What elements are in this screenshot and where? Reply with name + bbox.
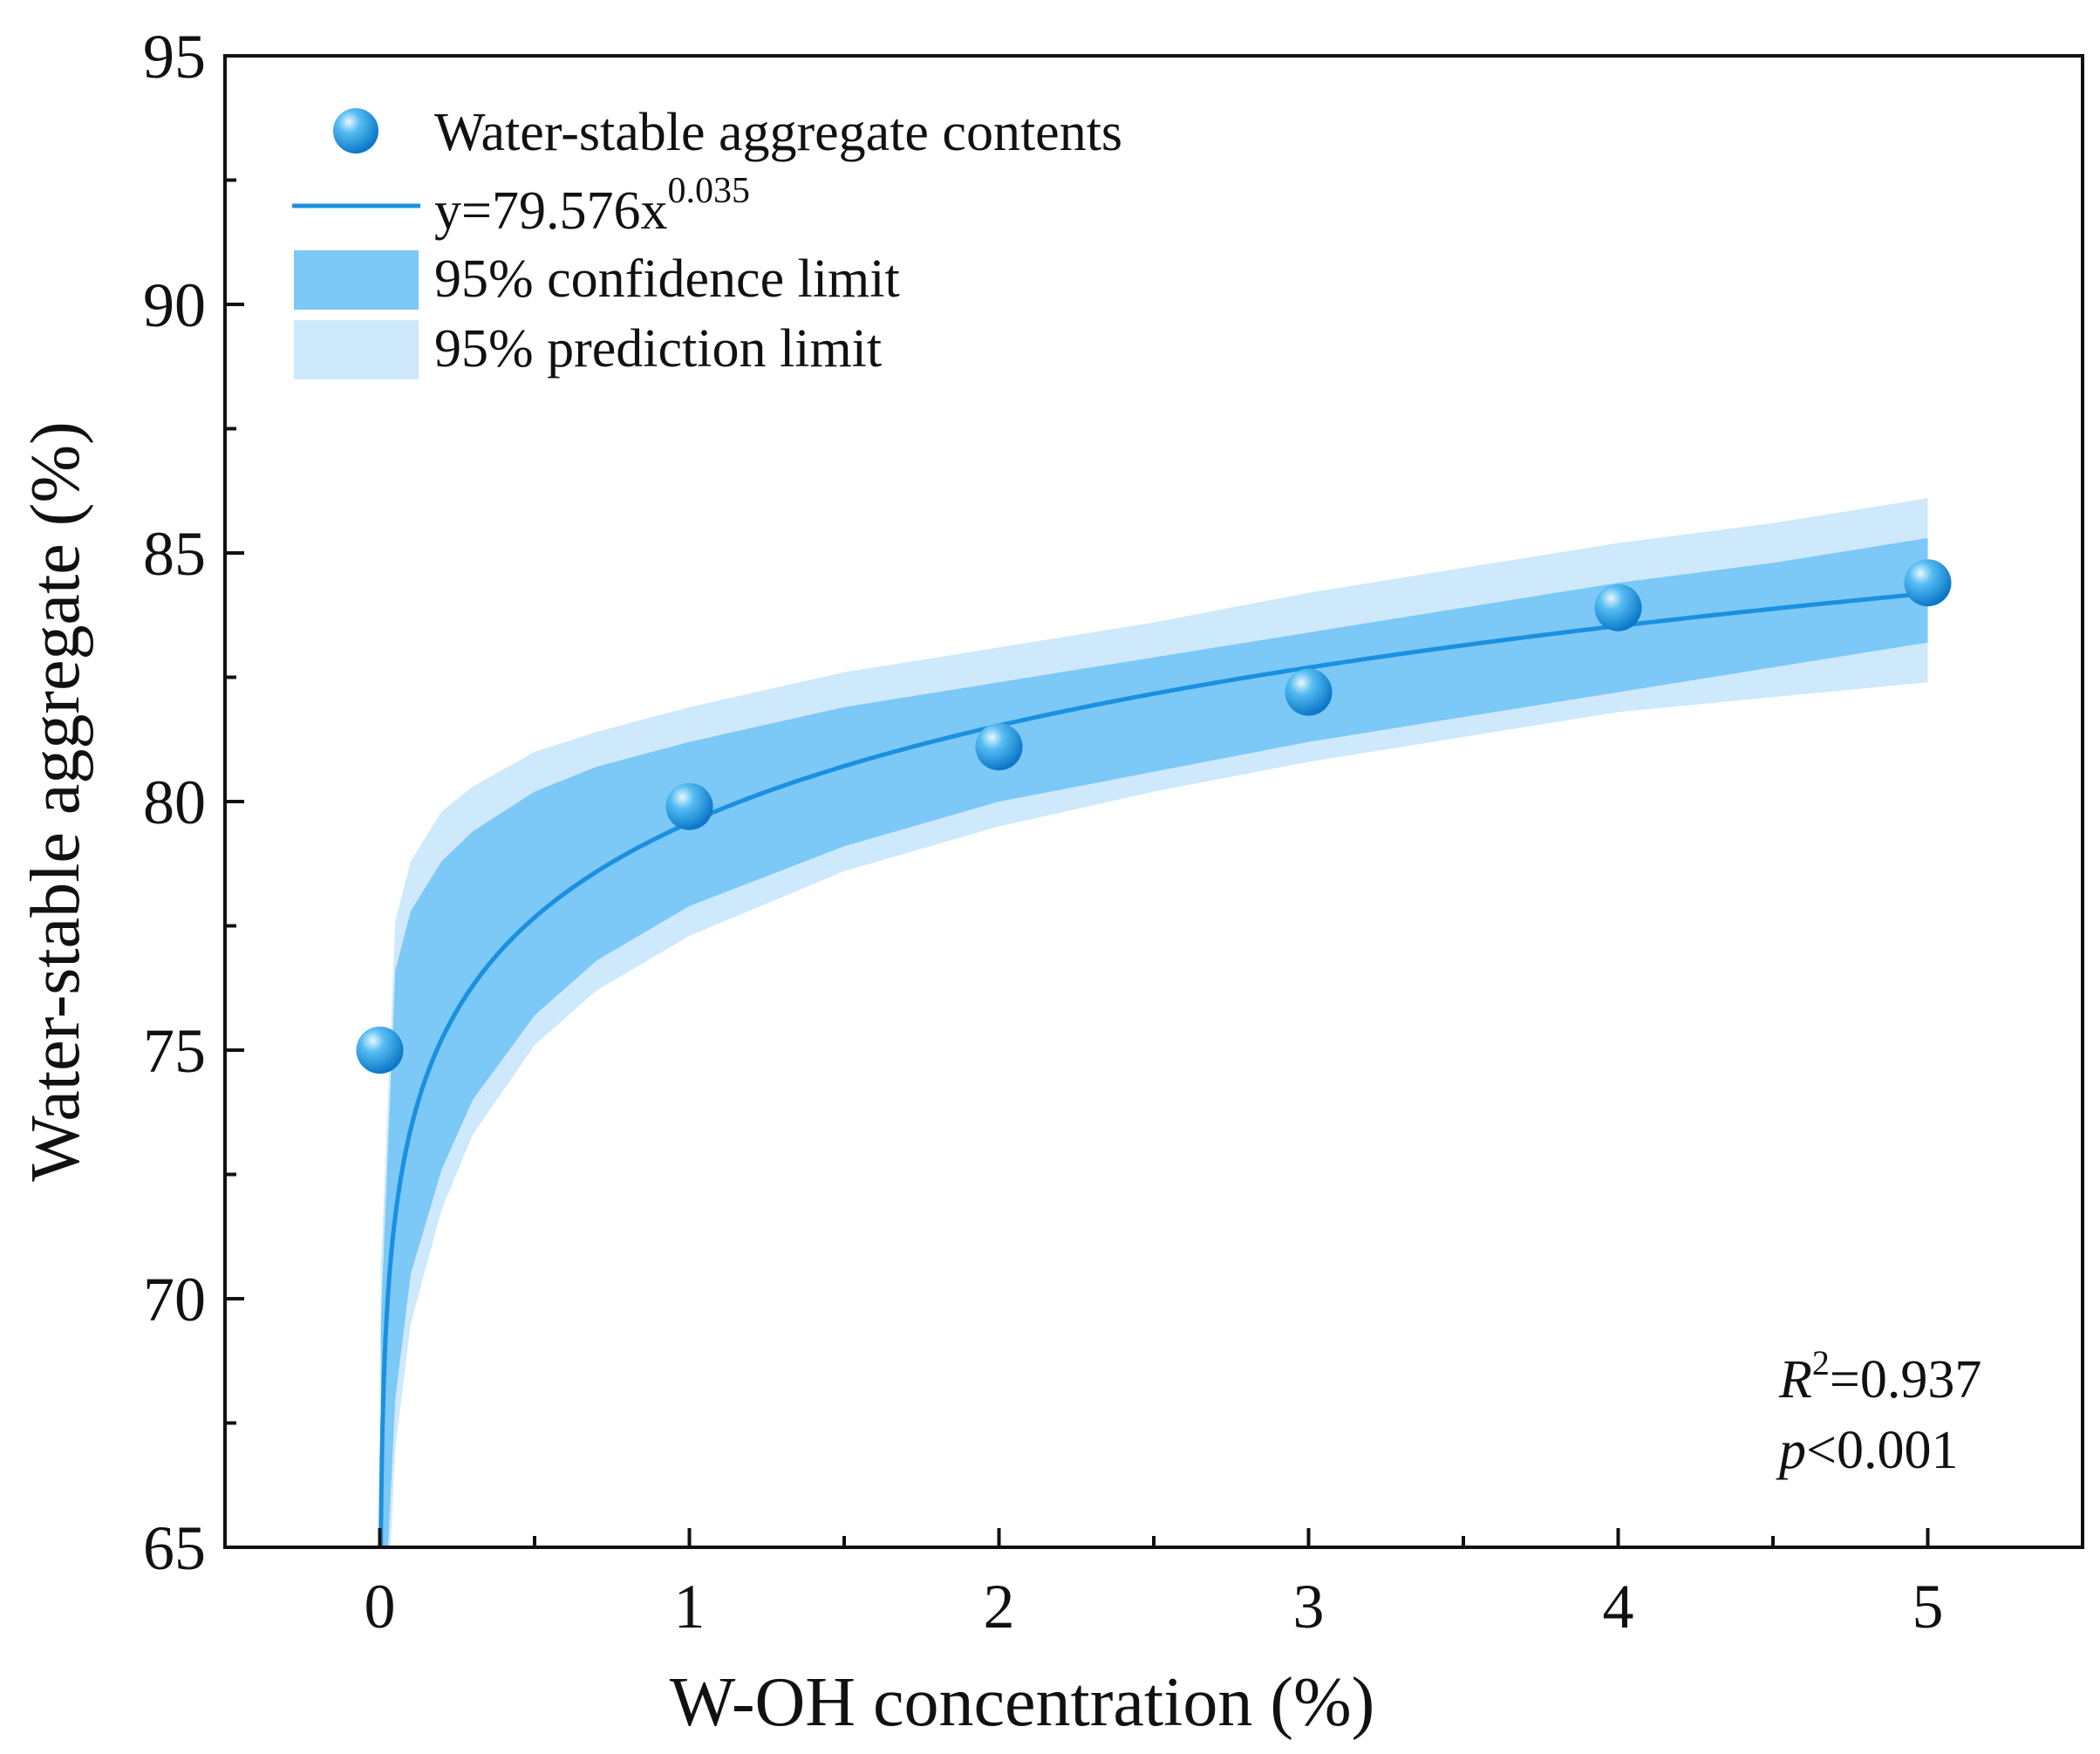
x-tick-label: 1 (674, 1572, 706, 1641)
data-point (975, 723, 1023, 771)
data-points (356, 559, 1952, 1074)
data-point (1594, 584, 1642, 631)
x-tick-label: 2 (984, 1572, 1015, 1641)
y-tick-label: 70 (143, 1265, 206, 1334)
data-point (1904, 559, 1952, 607)
y-tick-label: 80 (143, 768, 206, 837)
legend: Water-stable aggregate contents y=79.576… (292, 103, 1122, 379)
x-tick-label: 0 (365, 1572, 396, 1641)
legend-point-marker (333, 108, 378, 154)
legend-label-prediction: 95% prediction limit (434, 319, 882, 379)
x-axis-title: W-OH concentration (%) (670, 1664, 1375, 1741)
data-point (356, 1027, 404, 1074)
x-axis-ticks: 0 1 2 3 4 5 (365, 1528, 1944, 1641)
r-squared-label: R2=0.937 (1778, 1343, 1981, 1409)
data-point (665, 782, 713, 830)
fit-curve (378, 590, 1928, 1547)
y-tick-label: 90 (143, 270, 206, 340)
fit-exponent: 0.035 (667, 171, 750, 211)
fit-line (378, 590, 1928, 1547)
legend-prediction-swatch (294, 320, 419, 379)
y-tick-label: 95 (143, 22, 206, 92)
x-tick-label: 5 (1912, 1572, 1944, 1641)
x-tick-label: 3 (1293, 1572, 1325, 1641)
stats-annotation: R2=0.937 p<0.001 (1776, 1343, 1981, 1480)
legend-label-fit: y=79.576x0.035 (434, 171, 750, 241)
y-tick-label: 85 (143, 519, 206, 589)
y-tick-label: 75 (143, 1016, 206, 1086)
legend-confidence-swatch (294, 250, 419, 310)
data-point (1285, 668, 1333, 716)
legend-label-points: Water-stable aggregate contents (434, 103, 1122, 162)
confidence-band (380, 537, 1928, 1547)
y-axis-title: Water-stable aggregate (%) (17, 421, 94, 1181)
p-value-label: p<0.001 (1776, 1421, 1958, 1480)
confidence-band-area (380, 537, 1928, 1547)
y-tick-label: 65 (143, 1513, 206, 1583)
x-tick-label: 4 (1603, 1572, 1634, 1641)
y-axis-ticks: 65 70 75 80 85 90 95 (143, 22, 244, 1583)
legend-label-confidence: 95% confidence limit (434, 249, 900, 309)
